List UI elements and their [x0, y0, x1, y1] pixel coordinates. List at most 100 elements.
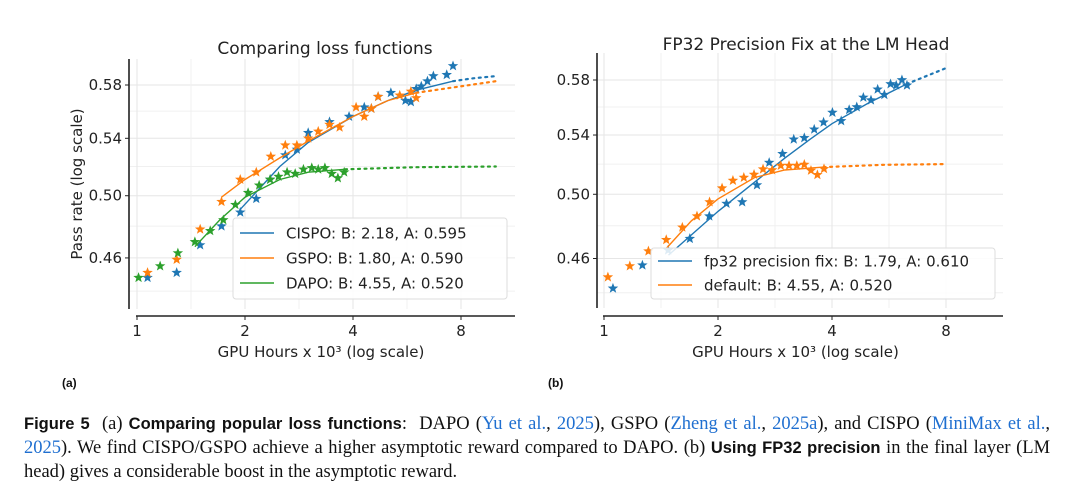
data-point-star	[343, 111, 355, 121]
fit-line	[668, 83, 908, 256]
data-point-star	[405, 96, 417, 107]
data-point-star	[142, 267, 153, 278]
data-point-star	[216, 196, 227, 207]
citation-link[interactable]: 2025	[24, 438, 61, 458]
data-point-star	[332, 172, 344, 183]
data-point-star	[805, 164, 817, 175]
data-point-star	[326, 168, 337, 179]
citation-link[interactable]: 2025a	[772, 414, 818, 434]
data-point-star	[410, 83, 422, 94]
data-point-star	[385, 87, 397, 98]
y-tick-label: 0.50	[89, 187, 122, 205]
caption-text: ). We find CISPO/GSPO achieve a higher a…	[61, 438, 711, 458]
data-point-star	[441, 69, 452, 80]
data-point-star	[298, 163, 309, 174]
series-1	[142, 80, 497, 278]
data-point-star	[428, 70, 439, 81]
data-point-star	[890, 79, 902, 90]
fit-line	[239, 80, 454, 210]
legend-entry-label: GSPO: B: 1.80, A: 0.590	[286, 250, 463, 268]
data-point-star	[727, 175, 739, 185]
x-axis-label: GPU Hours x 10³ (log scale)	[218, 343, 425, 361]
data-point-star	[791, 160, 803, 171]
y-tick-label: 0.46	[89, 249, 122, 267]
data-point-star	[142, 272, 153, 283]
data-point-star	[350, 101, 362, 112]
data-point-star	[602, 271, 614, 282]
fit-extrapolation-dotted	[905, 67, 948, 86]
data-point-star	[154, 260, 166, 271]
data-point-star	[763, 157, 775, 168]
data-point-star	[133, 272, 144, 283]
chart-a: 0.46 0.50 0.54 0.58 1 2 4 8 Comparing loss funct…	[68, 39, 515, 361]
data-point-star	[684, 233, 696, 244]
caption-bold-text: Figure 5	[24, 415, 90, 433]
data-point-star	[637, 259, 648, 270]
legend-entry-label: CISPO: B: 2.18, A: 0.595	[286, 225, 467, 243]
citation-link[interactable]: Yu et al.	[481, 414, 547, 434]
data-point-star	[324, 119, 335, 130]
x-tick-label: 4	[827, 322, 837, 340]
x-tick-label: 2	[240, 322, 250, 340]
data-point-star	[766, 164, 778, 175]
data-point-star	[264, 173, 276, 184]
data-point-star	[291, 139, 303, 150]
data-point-star	[242, 187, 254, 198]
series-1	[602, 159, 948, 282]
data-point-star	[835, 115, 847, 126]
data-point-star	[334, 121, 345, 132]
data-point-star	[896, 74, 908, 85]
fit-line	[665, 166, 824, 249]
fit-extrapolation-dotted	[451, 75, 497, 83]
data-point-star	[253, 179, 265, 190]
data-point-star	[885, 78, 896, 89]
panel-label-b: (b)	[548, 376, 564, 390]
data-point-star	[738, 172, 750, 182]
data-point-star	[879, 89, 890, 100]
y-tick-label: 0.58	[89, 76, 122, 94]
data-point-star	[171, 267, 182, 278]
data-point-star	[422, 75, 433, 86]
fit-extrapolation-dotted	[822, 163, 948, 169]
data-point-star	[799, 159, 810, 169]
data-point-star	[872, 83, 883, 94]
data-point-star	[372, 91, 384, 102]
data-point-star	[172, 247, 184, 258]
chart-title: FP32 Precision Fix at the LM Head	[663, 35, 950, 55]
data-point-star	[313, 125, 324, 136]
data-point-star	[624, 260, 636, 271]
citation-link[interactable]: MiniMax et al.	[931, 414, 1046, 434]
fit-line	[221, 92, 417, 198]
data-point-star	[194, 223, 206, 234]
data-point-star	[306, 162, 317, 173]
series-2	[133, 162, 497, 283]
data-point-star	[394, 89, 405, 100]
data-point-star	[359, 111, 370, 121]
citation-link[interactable]: Zheng et al.	[670, 414, 762, 434]
y-tick-label: 0.54	[89, 129, 122, 147]
data-point-star	[607, 282, 619, 293]
fit-extrapolation-dotted	[343, 165, 497, 171]
x-tick-label: 8	[456, 322, 466, 340]
data-point-star	[447, 60, 459, 71]
data-point-star	[827, 107, 838, 117]
panel-label-a: (a)	[62, 376, 77, 390]
data-point-star	[643, 245, 654, 256]
data-point-star	[812, 169, 823, 180]
data-point-star	[843, 104, 855, 115]
data-point-star	[400, 95, 411, 106]
data-point-star	[235, 173, 246, 184]
citation-link[interactable]: 2025	[556, 414, 594, 434]
data-point-star	[291, 143, 303, 154]
data-point-star	[721, 198, 732, 209]
caption-bold-text: Comparing popular loss functions	[128, 415, 402, 433]
legend-box	[650, 247, 996, 300]
data-point-star	[319, 162, 331, 173]
data-point-star	[218, 214, 229, 225]
series-0	[607, 67, 948, 293]
data-point-star	[216, 220, 227, 231]
legend: CISPO: B: 2.18, A: 0.595 GSPO: B: 1.80, A…	[232, 217, 508, 300]
data-point-star	[704, 196, 715, 207]
data-point-star	[410, 92, 422, 103]
data-point-star	[405, 85, 417, 96]
